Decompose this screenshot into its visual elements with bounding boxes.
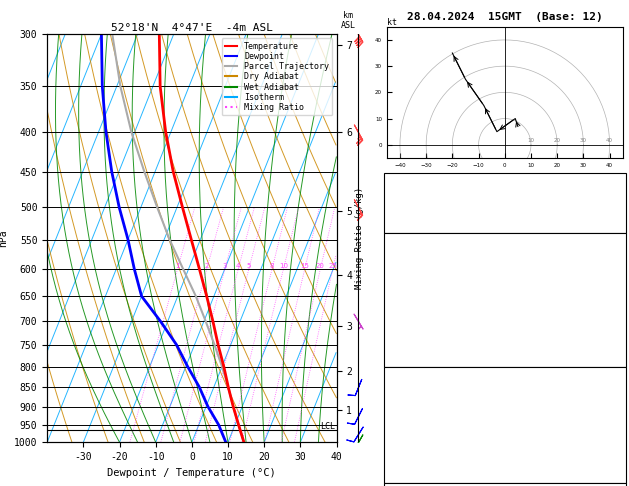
Text: 10: 10: [279, 263, 288, 269]
Text: 10: 10: [528, 138, 535, 143]
Text: km
ASL: km ASL: [340, 11, 355, 30]
Text: 20: 20: [316, 263, 325, 269]
Text: 5: 5: [247, 263, 251, 269]
Text: 22: 22: [609, 179, 621, 189]
Text: 1: 1: [175, 263, 180, 269]
Text: 264: 264: [603, 332, 621, 342]
Text: -0: -0: [609, 313, 621, 323]
Text: 2: 2: [204, 263, 209, 269]
Legend: Temperature, Dewpoint, Parcel Trajectory, Dry Adiabat, Wet Adiabat, Isotherm, Mi: Temperature, Dewpoint, Parcel Trajectory…: [221, 38, 332, 115]
Text: 264: 264: [603, 448, 621, 457]
Text: LCL: LCL: [320, 422, 335, 431]
Text: -0: -0: [609, 429, 621, 439]
Title: 52°18'N  4°47'E  -4m ASL: 52°18'N 4°47'E -4m ASL: [111, 23, 273, 33]
Text: Temp (°C): Temp (°C): [389, 258, 442, 268]
Text: 0: 0: [615, 350, 621, 360]
Text: 30: 30: [580, 138, 587, 143]
Text: θₑ (K): θₑ (K): [389, 411, 424, 420]
Text: 3: 3: [223, 263, 227, 269]
Text: 1.62: 1.62: [598, 216, 621, 226]
Text: Pressure (mb): Pressure (mb): [389, 392, 465, 402]
Text: 28.04.2024  15GMT  (Base: 12): 28.04.2024 15GMT (Base: 12): [407, 12, 603, 22]
Text: CIN (J): CIN (J): [389, 466, 430, 476]
Text: 1004: 1004: [598, 392, 621, 402]
Text: Lifted Index: Lifted Index: [389, 313, 459, 323]
Text: Most Unstable: Most Unstable: [467, 374, 543, 383]
Text: 40: 40: [606, 138, 613, 143]
Text: Lifted Index: Lifted Index: [389, 429, 459, 439]
Text: 0: 0: [615, 466, 621, 476]
Text: 14.4: 14.4: [598, 258, 621, 268]
Text: 9.4: 9.4: [603, 277, 621, 286]
Text: CAPE (J): CAPE (J): [389, 448, 436, 457]
Text: θₑ(K): θₑ(K): [389, 295, 418, 305]
X-axis label: Dewpoint / Temperature (°C): Dewpoint / Temperature (°C): [108, 468, 276, 478]
Text: kt: kt: [387, 18, 397, 27]
Text: Surface: Surface: [484, 240, 525, 249]
Y-axis label: hPa: hPa: [0, 229, 8, 247]
Text: 25: 25: [328, 263, 337, 269]
Text: CIN (J): CIN (J): [389, 350, 430, 360]
Text: PW (cm): PW (cm): [389, 216, 430, 226]
Text: 52: 52: [609, 198, 621, 208]
Text: 8: 8: [270, 263, 274, 269]
Text: 15: 15: [300, 263, 309, 269]
Text: K: K: [389, 179, 394, 189]
Text: 307: 307: [603, 295, 621, 305]
Text: Totals Totals: Totals Totals: [389, 198, 465, 208]
Text: 20: 20: [554, 138, 560, 143]
Y-axis label: Mixing Ratio (g/kg): Mixing Ratio (g/kg): [355, 187, 364, 289]
Text: Dewp (°C): Dewp (°C): [389, 277, 442, 286]
Text: 4: 4: [236, 263, 240, 269]
Text: CAPE (J): CAPE (J): [389, 332, 436, 342]
Text: 307: 307: [603, 411, 621, 420]
Text: © weatheronline.co.uk: © weatheronline.co.uk: [448, 469, 561, 479]
